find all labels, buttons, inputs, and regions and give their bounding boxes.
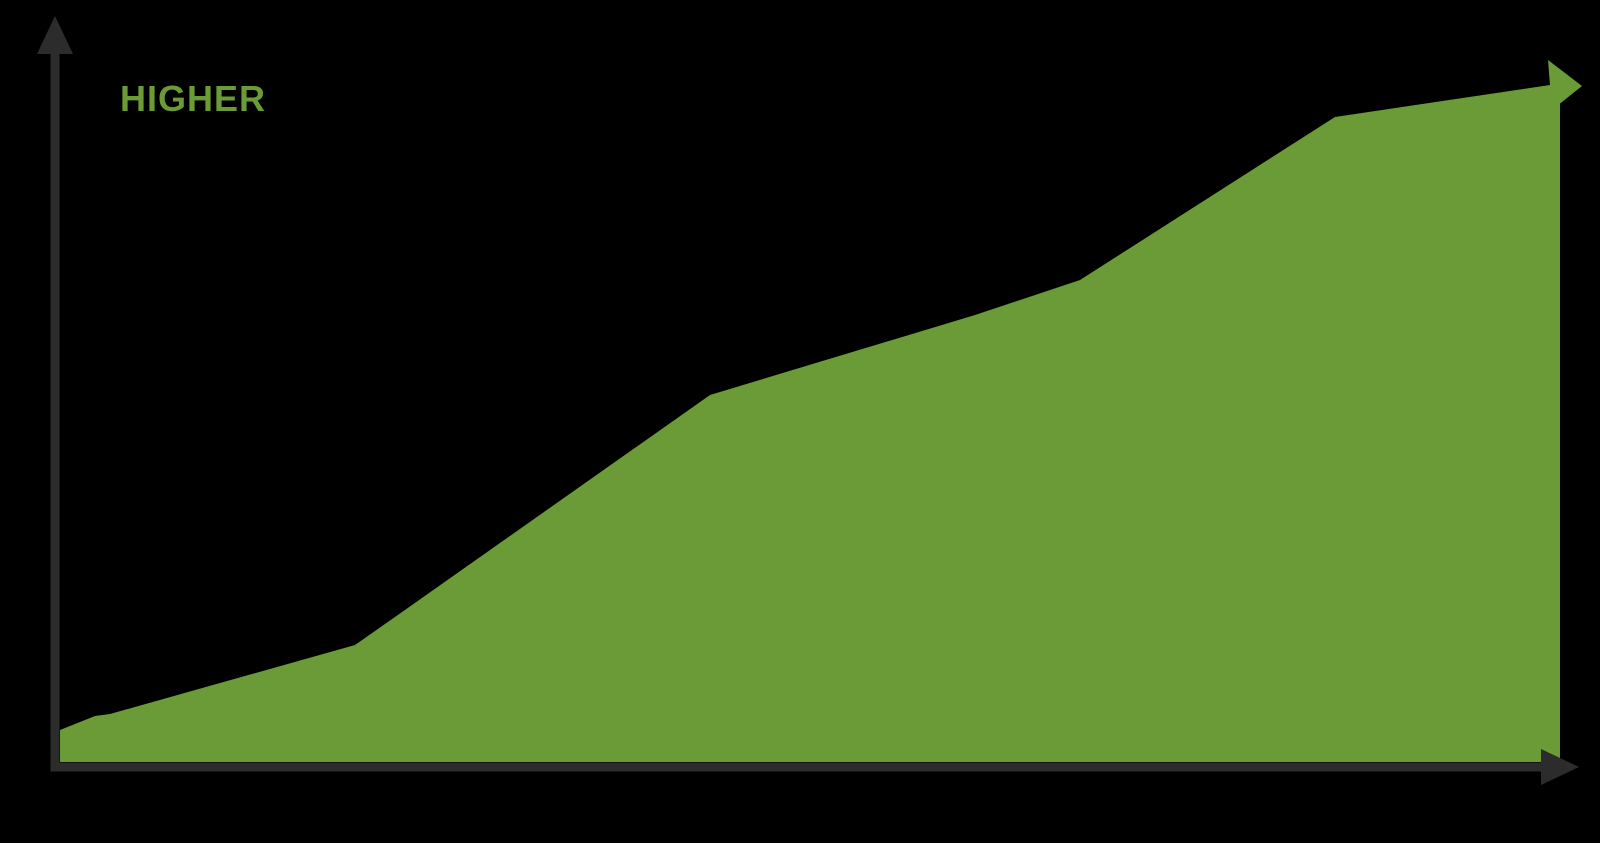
chart-svg bbox=[0, 0, 1600, 843]
area-arrow-tip bbox=[1548, 60, 1582, 110]
chart-label-higher: HIGHER bbox=[120, 78, 266, 120]
area-chart: HIGHER bbox=[0, 0, 1600, 843]
area-fill bbox=[60, 84, 1560, 762]
y-axis-arrowhead bbox=[37, 16, 73, 54]
